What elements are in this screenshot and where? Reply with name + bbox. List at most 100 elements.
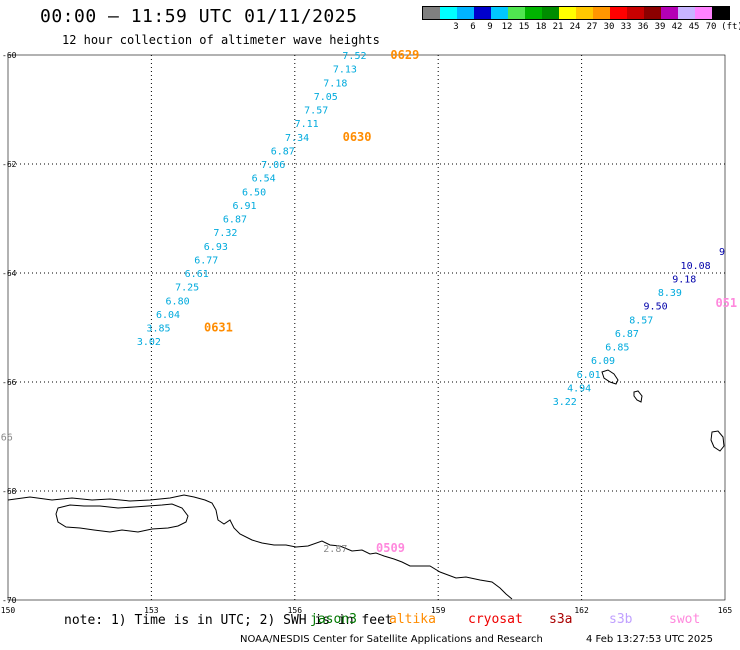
legend-label: 9 [487, 22, 493, 32]
legend-swatch [508, 7, 525, 19]
wave-height-value: 3.02 [137, 337, 161, 348]
pass-time-label: 0509 [376, 541, 405, 555]
generation-timestamp: 4 Feb 13:27:53 UTC 2025 [586, 634, 713, 645]
antarctic-coastline [7, 494, 513, 600]
wave-height-value: 8.39 [658, 288, 682, 299]
wave-height-value: 6.77 [194, 255, 218, 266]
legend-label: 33 [620, 22, 632, 32]
satellite-cryosat: cryosat [468, 612, 523, 627]
wave-height-value: 6.80 [166, 296, 190, 307]
legend-swatch [627, 7, 644, 19]
legend-label: 3 [453, 22, 459, 32]
wave-height-value: 9.50 [644, 302, 668, 313]
legend-label: 15 [518, 22, 530, 32]
wave-height-value: 7.25 [175, 283, 199, 294]
wave-height-value: 6.54 [252, 174, 276, 185]
pass-time-label: 0630 [343, 130, 372, 144]
legend-swatch [644, 7, 661, 19]
legend-label: 42 [671, 22, 683, 32]
footnote: note: 1) Time is in UTC; 2) SWH is in fe… [64, 613, 393, 628]
legend-label: 39 [654, 22, 666, 32]
map-frame [7, 54, 726, 601]
lat-tick-label: -64 [2, 269, 17, 278]
legend-swatch [423, 7, 440, 19]
legend-label: 21 [552, 22, 564, 32]
satellite-swot: swot [669, 612, 701, 627]
wave-height-value: 3.22 [553, 397, 577, 408]
wave-height-value: 6.85 [605, 343, 629, 354]
wave-height-value: 6.09 [591, 356, 615, 367]
wave-height-value: 6.87 [615, 329, 639, 340]
legend-swatch [576, 7, 593, 19]
legend-swatch [712, 7, 729, 19]
wave-height-value: 6.50 [242, 187, 266, 198]
wave-height-value: 4.94 [567, 383, 591, 394]
wave-height-value: 6.87 [271, 146, 295, 157]
satellite-s3a: s3a [549, 612, 573, 627]
map-title: 00:00 – 11:59 UTC 01/11/2025 [40, 6, 358, 27]
satellite-s3b: s3b [609, 612, 633, 627]
altimeter-tracks: 7.52 7.13 7.18 7.05 7.57 7.11 7.34 6.87 7.06 6.54… [0, 48, 737, 555]
wave-height-value: 6.87 [223, 215, 247, 226]
lon-tick-label: 159 [431, 606, 446, 615]
lon-tick-label: 162 [574, 606, 589, 615]
lat-tick-label: -60 [2, 51, 17, 60]
lon-tick-label: 153 [144, 606, 159, 615]
wave-height-value: 7.34 [285, 133, 309, 144]
wave-height-value: 7.57 [304, 106, 328, 117]
pass-time-label: 0631 [204, 321, 233, 335]
legend-swatch [593, 7, 610, 19]
wave-height-value: 8.57 [629, 315, 653, 326]
legend-label: 24 [569, 22, 581, 32]
legend-label: 70 [705, 22, 717, 32]
wave-height-value: 3.85 [146, 324, 170, 335]
legend-swatch [542, 7, 559, 19]
legend-swatch [610, 7, 627, 19]
lon-tick-label: 165 [718, 606, 733, 615]
legend-unit: (ft) [721, 22, 740, 32]
wave-height-value: 7.32 [213, 228, 237, 239]
wave-height-value: 9.18 [672, 274, 696, 285]
island-2 [633, 390, 643, 403]
wave-height-value: 0.66 [0, 433, 13, 444]
legend-swatch [474, 7, 491, 19]
wave-height-value: 9 [719, 247, 725, 258]
satellite-altika: altika [389, 612, 436, 627]
legend-swatch [678, 7, 695, 19]
lat-tick-label: -66 [2, 378, 17, 387]
wave-height-value: 6.04 [156, 310, 180, 321]
legend-swatch [661, 7, 678, 19]
wave-height-value: 2.87 [323, 544, 347, 555]
legend-label: 12 [501, 22, 513, 32]
wave-height-value: 6.93 [204, 242, 228, 253]
legend-swatch [559, 7, 576, 19]
credit-line: NOAA/NESDIS Center for Satellite Applica… [240, 634, 543, 645]
legend-swatch [491, 7, 508, 19]
coast-inlet [55, 503, 189, 533]
wave-height-value: 7.05 [314, 92, 338, 103]
legend-label: 6 [470, 22, 476, 32]
legend-swatch [695, 7, 712, 19]
pass-time-label: 051 [715, 296, 737, 310]
pass-time-label: 0629 [390, 48, 419, 62]
wave-height-value: 7.06 [261, 160, 285, 171]
wave-height-value: 6.91 [232, 201, 256, 212]
lat-tick-label: -62 [2, 160, 17, 169]
satellite-jason3: jason3 [310, 612, 357, 627]
wave-height-value: 7.13 [333, 65, 357, 76]
wave-height-value: 6.61 [185, 269, 209, 280]
coastline [7, 369, 725, 600]
axis-tick-labels: 150 153 156 159 162 165 -60 -62 -64 -66 -68 -70 [1, 51, 733, 615]
wave-height-value: 7.11 [295, 119, 319, 130]
legend-label: 30 [603, 22, 615, 32]
lon-tick-label: 156 [288, 606, 303, 615]
legend-label: 36 [637, 22, 649, 32]
lon-tick-label: 150 [1, 606, 16, 615]
wave-height-value: 7.18 [323, 78, 347, 89]
lat-tick-label: -70 [2, 596, 17, 605]
wave-height-value: 6.01 [577, 370, 601, 381]
graticule [7, 54, 726, 601]
